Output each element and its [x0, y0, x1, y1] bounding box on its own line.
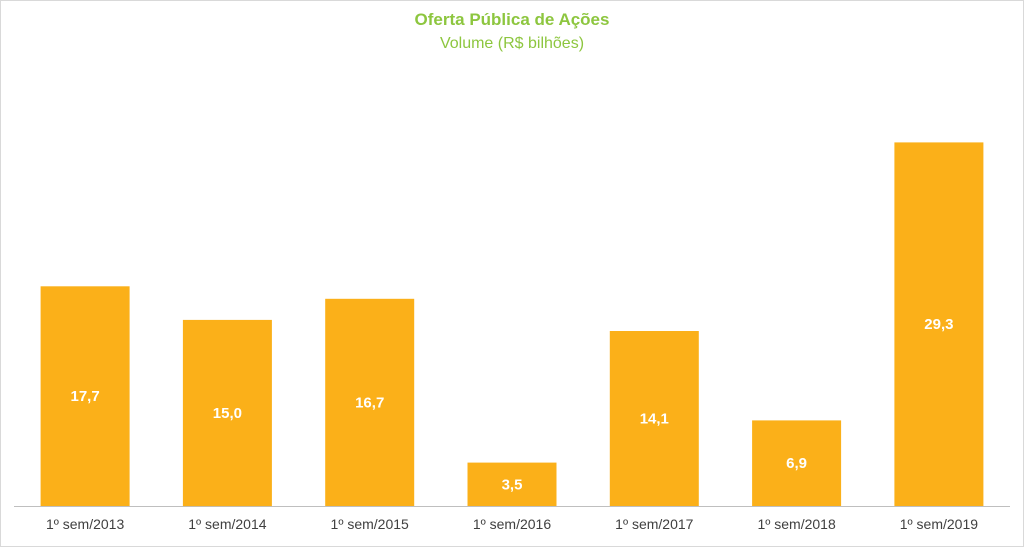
x-tick-label: 1º sem/2015 [331, 516, 409, 532]
x-tick-label: 1º sem/2016 [473, 516, 551, 532]
x-tick-label: 1º sem/2013 [46, 516, 124, 532]
x-tick-label: 1º sem/2018 [757, 516, 835, 532]
chart-subtitle: Volume (R$ bilhões) [439, 35, 585, 52]
bar [40, 286, 130, 506]
data-label: 29,3 [924, 316, 953, 333]
x-tick-label: 1º sem/2017 [615, 516, 693, 532]
data-label: 14,1 [640, 411, 669, 428]
x-tick-label: 1º sem/2014 [188, 516, 266, 532]
data-label: 17,7 [70, 388, 99, 405]
data-label: 15,0 [213, 405, 242, 422]
bar [467, 462, 557, 506]
bar [182, 319, 272, 507]
bar [609, 331, 699, 506]
chart-title: Oferta Pública de Ações [414, 10, 610, 29]
data-label: 3,5 [502, 476, 523, 493]
data-label: 16,7 [355, 394, 384, 411]
data-label: 6,9 [786, 455, 807, 472]
bar [894, 142, 984, 506]
x-tick-label: 1º sem/2019 [900, 516, 978, 532]
bar [325, 298, 415, 506]
bar [752, 420, 842, 506]
